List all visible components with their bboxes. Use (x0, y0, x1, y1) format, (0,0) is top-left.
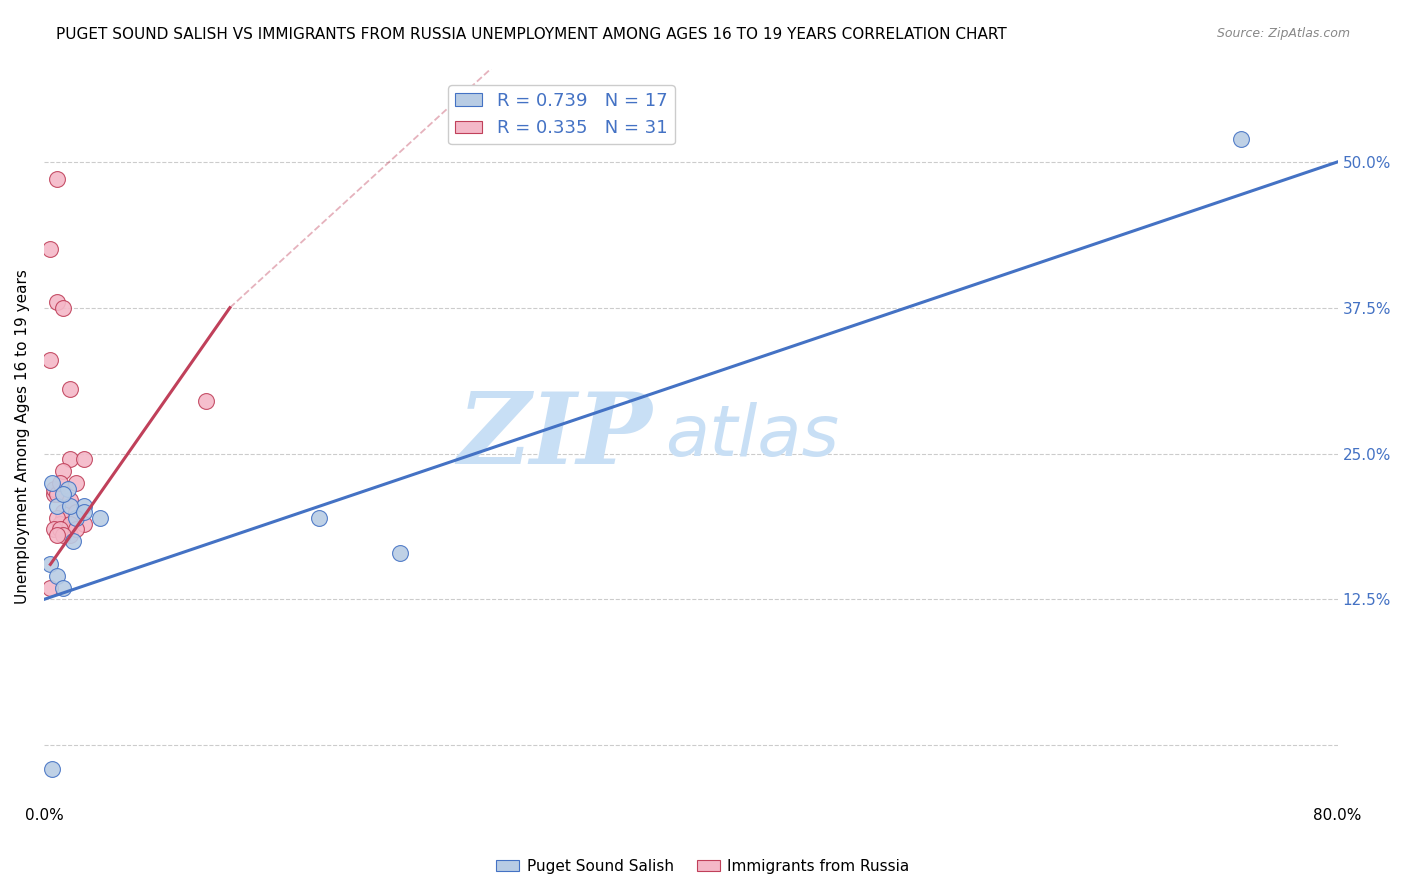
Point (39, 558, 62, 572)
Point (65, 510, 87, 524)
Point (73, 505, 96, 519)
Point (73, 499, 96, 513)
Point (59, 528, 82, 542)
Point (194, 394, 217, 409)
Point (45, 487, 67, 501)
Legend: R = 0.739   N = 17, R = 0.335   N = 31: R = 0.739 N = 17, R = 0.335 N = 31 (449, 85, 675, 145)
Point (42, 487, 65, 501)
Point (45, 528, 67, 542)
Point (49, 516, 72, 531)
Point (45, 172, 67, 186)
Point (65, 523, 87, 537)
Point (89, 510, 111, 524)
Point (59, 499, 82, 513)
Point (52, 505, 75, 519)
Point (39, 353, 62, 368)
Text: atlas: atlas (665, 401, 839, 471)
Point (52, 581, 75, 595)
Point (52, 487, 75, 501)
Point (59, 516, 82, 531)
Point (45, 499, 67, 513)
Point (52, 528, 75, 542)
Point (41, 762, 63, 776)
Point (65, 505, 87, 519)
Point (59, 452, 82, 467)
Text: PUGET SOUND SALISH VS IMMIGRANTS FROM RUSSIA UNEMPLOYMENT AMONG AGES 16 TO 19 YE: PUGET SOUND SALISH VS IMMIGRANTS FROM RU… (56, 27, 1007, 42)
Text: ZIP: ZIP (457, 388, 652, 484)
Text: Source: ZipAtlas.com: Source: ZipAtlas.com (1216, 27, 1350, 40)
Y-axis label: Unemployment Among Ages 16 to 19 years: Unemployment Among Ages 16 to 19 years (15, 268, 30, 604)
Point (49, 523, 72, 537)
Point (62, 534, 84, 549)
Point (59, 383, 82, 397)
Legend: Puget Sound Salish, Immigrants from Russia: Puget Sound Salish, Immigrants from Russ… (491, 853, 915, 880)
Point (42, 523, 65, 537)
Point (52, 464, 75, 478)
Point (1229, 131, 1251, 145)
Point (49, 475, 72, 490)
Point (59, 493, 82, 508)
Point (52, 523, 75, 537)
Point (73, 452, 96, 467)
Point (52, 510, 75, 524)
Point (65, 475, 87, 490)
Point (42, 482, 65, 496)
Point (73, 516, 96, 531)
Point (52, 301, 75, 315)
Point (56, 482, 79, 496)
Point (41, 475, 63, 490)
Point (45, 294, 67, 309)
Point (45, 569, 67, 583)
Point (388, 546, 411, 560)
Point (308, 510, 330, 524)
Point (45, 510, 67, 524)
Point (39, 243, 62, 257)
Point (39, 581, 62, 595)
